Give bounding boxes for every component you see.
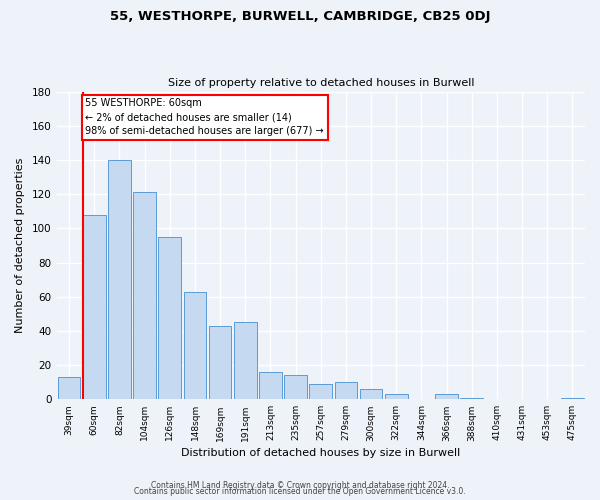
Bar <box>133 192 156 400</box>
Bar <box>460 398 483 400</box>
Text: Contains public sector information licensed under the Open Government Licence v3: Contains public sector information licen… <box>134 488 466 496</box>
Bar <box>360 389 382 400</box>
Bar <box>83 214 106 400</box>
X-axis label: Distribution of detached houses by size in Burwell: Distribution of detached houses by size … <box>181 448 460 458</box>
Bar <box>435 394 458 400</box>
Bar <box>209 326 232 400</box>
Bar <box>58 377 80 400</box>
Text: 55 WESTHORPE: 60sqm
← 2% of detached houses are smaller (14)
98% of semi-detache: 55 WESTHORPE: 60sqm ← 2% of detached hou… <box>85 98 324 136</box>
Bar <box>561 398 584 400</box>
Text: Contains HM Land Registry data © Crown copyright and database right 2024.: Contains HM Land Registry data © Crown c… <box>151 481 449 490</box>
Y-axis label: Number of detached properties: Number of detached properties <box>15 158 25 333</box>
Bar <box>385 394 407 400</box>
Bar <box>108 160 131 400</box>
Bar <box>234 322 257 400</box>
Bar <box>335 382 357 400</box>
Bar <box>184 292 206 400</box>
Bar <box>284 376 307 400</box>
Bar <box>310 384 332 400</box>
Bar <box>259 372 282 400</box>
Title: Size of property relative to detached houses in Burwell: Size of property relative to detached ho… <box>167 78 474 88</box>
Text: 55, WESTHORPE, BURWELL, CAMBRIDGE, CB25 0DJ: 55, WESTHORPE, BURWELL, CAMBRIDGE, CB25 … <box>110 10 490 23</box>
Bar <box>158 237 181 400</box>
